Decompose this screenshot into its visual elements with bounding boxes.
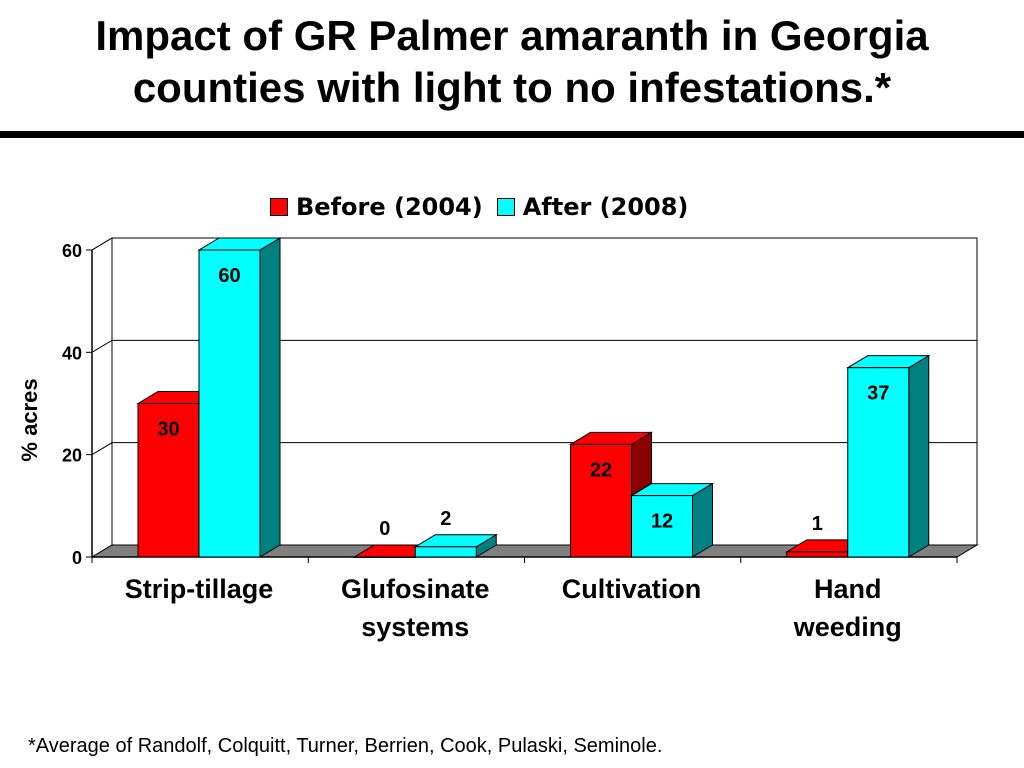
gridline [91, 339, 977, 353]
x-tick-label: Strip-tillage [125, 574, 274, 604]
data-label: 30 [157, 419, 179, 441]
data-label: 1 [812, 513, 823, 535]
title-divider [0, 131, 1024, 138]
y-tick-label: 0 [72, 548, 82, 568]
data-label: 2 [440, 508, 451, 530]
x-tick-label: weeding [793, 612, 902, 642]
bar-before [570, 443, 632, 558]
plot-side-wall [91, 237, 113, 558]
data-label: 60 [218, 265, 240, 287]
legend-item-after: After (2008) [496, 193, 689, 221]
bar-before [786, 551, 849, 558]
bar-side [908, 354, 930, 558]
y-tick-label: 60 [62, 241, 82, 261]
footnote: *Average of Randolf, Colquitt, Turner, B… [28, 735, 663, 757]
legend-swatch-after [496, 198, 515, 216]
bar-side [692, 482, 713, 558]
data-label: 0 [379, 518, 390, 540]
data-label: 12 [651, 511, 673, 533]
slide-title: Impact of GR Palmer amaranth in Georgia … [0, 10, 1024, 114]
legend-swatch-before [270, 198, 288, 216]
bar-before [137, 403, 200, 558]
bar-after [631, 495, 693, 558]
x-tick-label: Glufosinate [341, 574, 490, 604]
chart-legend: Before (2004) After (2008) [270, 192, 702, 222]
legend-label-after: After (2008) [522, 193, 689, 221]
bar-after [847, 367, 910, 558]
legend-item-before: Before (2004) [270, 193, 483, 221]
bar-side [259, 237, 281, 558]
gridline [91, 442, 977, 456]
bar-after [198, 249, 261, 558]
slide-title-line-1: Impact of GR Palmer amaranth in Georgia [95, 12, 929, 59]
x-tick-label: systems [361, 612, 469, 642]
slide-title-line-2: counties with light to no infestations.* [132, 64, 892, 111]
y-tick-label: 20 [62, 446, 82, 466]
bar-before [353, 556, 416, 558]
x-tick-label: Hand [814, 574, 882, 604]
bar-after [414, 546, 477, 558]
data-label: 37 [867, 383, 889, 405]
gridline [91, 237, 977, 251]
y-tick-label: 40 [62, 343, 82, 363]
x-tick-label: Cultivation [562, 574, 702, 604]
data-label: 22 [590, 459, 612, 481]
legend-label-before: Before (2004) [296, 193, 483, 221]
